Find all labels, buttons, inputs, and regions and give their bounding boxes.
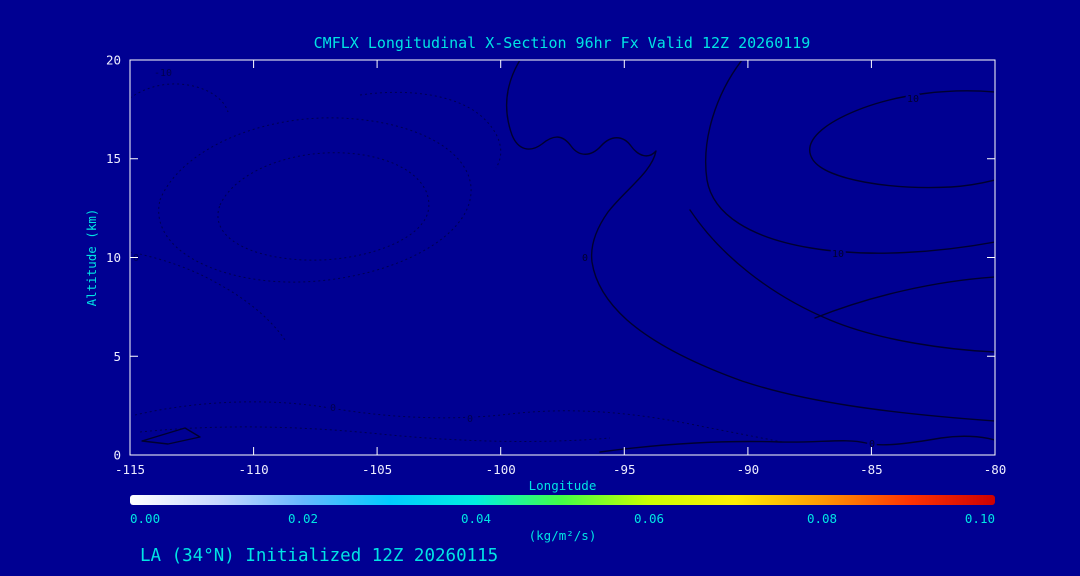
colorbar: 0.00 0.02 0.04 0.06 0.08 0.10 (kg/m²/s) (130, 495, 995, 543)
y-tick-label: 20 (106, 53, 121, 68)
y-tick-label: 10 (106, 250, 121, 265)
contour-mid-right (689, 209, 994, 353)
contour-negative-outer (158, 117, 472, 283)
contour-label: 0 (330, 403, 336, 414)
y-axis: 0 5 10 15 20 Altitude (km) (84, 53, 121, 463)
contour-right-short (814, 276, 994, 319)
x-axis-ticks (129, 60, 996, 455)
contour-negative-topmid (359, 91, 502, 169)
x-tick-label: -100 (486, 462, 516, 477)
x-tick-label: -110 (239, 462, 269, 477)
x-axis-label: Longitude (529, 478, 597, 493)
contour-label-group: -10 0 0 10 10 0 0 0 (131, 66, 922, 453)
colorbar-tick-label: 0.06 (634, 511, 664, 526)
contour-negative-topleft (131, 83, 229, 113)
contour-label: -10 (154, 68, 172, 79)
contour-negative-inner (217, 152, 430, 261)
contour-label: 0 (582, 253, 588, 264)
contour-label: 0 (133, 253, 139, 264)
y-axis-label: Altitude (km) (84, 209, 99, 307)
x-tick-label: -115 (115, 462, 145, 477)
contour-zero-main (505, 61, 994, 422)
contour-ten-inner (809, 90, 994, 189)
plot-border (129, 59, 996, 456)
footer-annotation: LA (34°N) Initialized 12Z 20260115 (140, 546, 498, 566)
contour-triangle-bottomleft (141, 427, 201, 445)
plot-frame (129, 59, 996, 456)
x-tick-label: -90 (737, 462, 760, 477)
contour-label: 10 (832, 249, 844, 260)
colorbar-tick-label: 0.10 (965, 511, 995, 526)
y-tick-label: 15 (106, 151, 121, 166)
contour-bottom-dotted-1 (134, 401, 783, 443)
contour-ten-outer (705, 61, 994, 254)
contour-bottom-dotted-2 (139, 426, 611, 442)
colorbar-tick-label: 0.04 (461, 511, 491, 526)
contour-zero-left (131, 251, 286, 341)
contour-label: 10 (907, 94, 919, 105)
colorbar-tick-label: 0.00 (130, 511, 160, 526)
y-tick-label: 0 (113, 448, 121, 463)
contour-label: 0 (869, 439, 875, 450)
y-tick-label: 5 (113, 349, 121, 364)
colorbar-gradient (130, 495, 995, 505)
contour-bottom-solid (599, 435, 994, 453)
contour-label: 0 (467, 414, 473, 425)
contour-lines (131, 61, 994, 453)
x-tick-label: -105 (362, 462, 392, 477)
colorbar-tick-label: 0.08 (807, 511, 837, 526)
colorbar-units: (kg/m²/s) (529, 528, 597, 543)
plot-title: CMFLX Longitudinal X-Section 96hr Fx Val… (314, 34, 811, 52)
x-axis: -115 -110 -105 -100 -95 -90 -85 -80 Long… (115, 462, 1006, 493)
x-tick-label: -95 (613, 462, 636, 477)
x-tick-label: -85 (860, 462, 883, 477)
x-tick-label: -80 (984, 462, 1007, 477)
y-axis-ticks (130, 59, 995, 456)
colorbar-tick-label: 0.02 (288, 511, 318, 526)
